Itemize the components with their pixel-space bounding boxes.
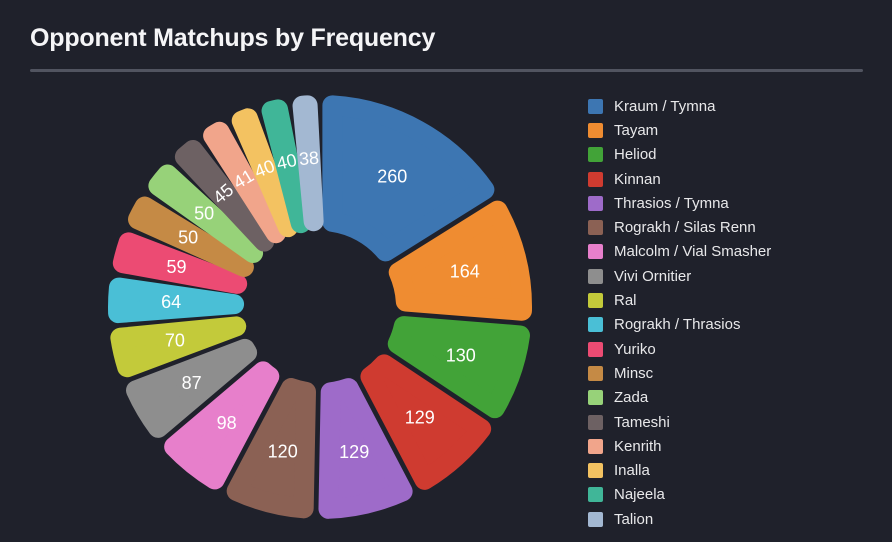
slice-value-label: 64 <box>161 292 181 312</box>
slice-value-label: 70 <box>165 331 185 351</box>
donut-slice-rograkh-thrasios[interactable] <box>108 277 245 324</box>
legend-swatch-icon <box>588 147 603 163</box>
legend-label: Malcolm / Vial Smasher <box>614 243 772 261</box>
legend-label: Tameshi <box>614 413 670 431</box>
slice-value-label: 98 <box>217 413 237 433</box>
donut-slice-yuriko[interactable] <box>112 232 248 294</box>
legend-label: Thrasios / Tymna <box>614 194 729 212</box>
legend-swatch-icon <box>588 268 603 284</box>
donut-slice-kenrith[interactable] <box>203 121 286 244</box>
donut-slice-kinnan[interactable] <box>360 354 492 490</box>
donut-slice-tayam[interactable] <box>388 200 532 321</box>
legend-swatch-icon <box>588 122 603 138</box>
legend-swatch-icon <box>588 365 603 381</box>
slice-value-label: 50 <box>194 203 214 223</box>
legend-item-najeela[interactable]: Najeela <box>588 483 771 507</box>
donut-slice-malcolm-vial-smasher[interactable] <box>164 361 280 490</box>
slice-value-label: 40 <box>275 150 299 174</box>
donut-slice-inalla[interactable] <box>231 108 298 238</box>
legend-item-malcolm-vial-smasher[interactable]: Malcolm / Vial Smasher <box>588 240 771 264</box>
legend-label: Kinnan <box>614 170 661 188</box>
legend-item-rograkh-thrasios[interactable]: Rograkh / Thrasios <box>588 313 771 337</box>
donut-slice-tameshi[interactable] <box>174 139 275 252</box>
legend-item-heliod[interactable]: Heliod <box>588 143 771 167</box>
legend-swatch-icon <box>588 195 603 211</box>
donut-slice-zada[interactable] <box>148 164 264 263</box>
legend-swatch-icon <box>588 487 603 503</box>
donut-slice-najeela[interactable] <box>261 99 311 234</box>
legend-item-kinnan[interactable]: Kinnan <box>588 167 771 191</box>
legend-item-tayam[interactable]: Tayam <box>588 118 771 142</box>
legend-item-zada[interactable]: Zada <box>588 386 771 410</box>
legend-item-tameshi[interactable]: Tameshi <box>588 410 771 434</box>
legend-label: Rograkh / Thrasios <box>614 316 741 334</box>
chart-legend: Kraum / Tymna Tayam Heliod Kinnan Thrasios /… <box>588 94 771 531</box>
legend-item-ral[interactable]: Ral <box>588 288 771 312</box>
legend-label: Talion <box>614 510 654 528</box>
slice-value-label: 38 <box>298 148 319 169</box>
legend-label: Ral <box>614 292 637 310</box>
legend-item-minsc[interactable]: Minsc <box>588 361 771 385</box>
chart-title: Opponent Matchups by Frequency <box>30 24 436 52</box>
legend-swatch-icon <box>588 438 603 454</box>
legend-swatch-icon <box>588 463 603 479</box>
legend-label: Kraum / Tymna <box>614 97 716 115</box>
legend-swatch-icon <box>588 293 603 309</box>
slice-value-label: 59 <box>166 257 186 277</box>
donut-slice-vivi-ornitier[interactable] <box>126 338 258 438</box>
legend-item-talion[interactable]: Talion <box>588 507 771 531</box>
slice-value-label: 129 <box>339 442 369 462</box>
legend-item-inalla[interactable]: Inalla <box>588 458 771 482</box>
legend-label: Rograkh / Silas Renn <box>614 219 756 237</box>
slice-value-label: 130 <box>446 346 476 366</box>
legend-swatch-icon <box>588 414 603 430</box>
legend-label: Zada <box>614 389 649 407</box>
legend-item-rograkh-silas-renn[interactable]: Rograkh / Silas Renn <box>588 215 771 239</box>
donut-slice-ral[interactable] <box>110 316 247 378</box>
legend-swatch-icon <box>588 341 603 357</box>
legend-label: Tayam <box>614 121 659 139</box>
slice-value-label: 164 <box>450 262 480 282</box>
slice-value-label: 260 <box>377 167 407 187</box>
slice-value-label: 50 <box>178 228 198 248</box>
legend-swatch-icon <box>588 390 603 406</box>
legend-item-kenrith[interactable]: Kenrith <box>588 434 771 458</box>
legend-swatch-icon <box>588 317 603 333</box>
legend-swatch-icon <box>588 171 603 187</box>
legend-swatch-icon <box>588 220 603 236</box>
legend-item-vivi-ornitier[interactable]: Vivi Ornitier <box>588 264 771 288</box>
legend-item-thrasios-tymna[interactable]: Thrasios / Tymna <box>588 191 771 215</box>
legend-label: Najeela <box>614 486 665 504</box>
donut-slice-thrasios-tymna[interactable] <box>318 378 413 519</box>
legend-label: Kenrith <box>614 437 662 455</box>
slice-value-label: 120 <box>268 441 298 461</box>
legend-swatch-icon <box>588 244 603 260</box>
legend-swatch-icon <box>588 98 603 114</box>
donut-slice-minsc[interactable] <box>128 196 254 277</box>
legend-label: Vivi Ornitier <box>614 267 692 285</box>
legend-item-yuriko[interactable]: Yuriko <box>588 337 771 361</box>
donut-slice-rograkh-silas-renn[interactable] <box>226 378 316 519</box>
legend-label: Heliod <box>614 146 657 164</box>
legend-label: Yuriko <box>614 340 656 358</box>
donut-slice-kraum-tymna[interactable] <box>322 95 495 262</box>
legend-label: Inalla <box>614 462 650 480</box>
donut-slice-heliod[interactable] <box>387 316 530 419</box>
slice-value-label: 129 <box>405 408 435 428</box>
slice-value-label: 87 <box>182 373 202 393</box>
legend-item-kraum-tymna[interactable]: Kraum / Tymna <box>588 94 771 118</box>
legend-label: Minsc <box>614 364 654 382</box>
title-divider <box>30 69 863 72</box>
legend-swatch-icon <box>588 511 603 527</box>
donut-slice-talion[interactable] <box>292 95 324 232</box>
